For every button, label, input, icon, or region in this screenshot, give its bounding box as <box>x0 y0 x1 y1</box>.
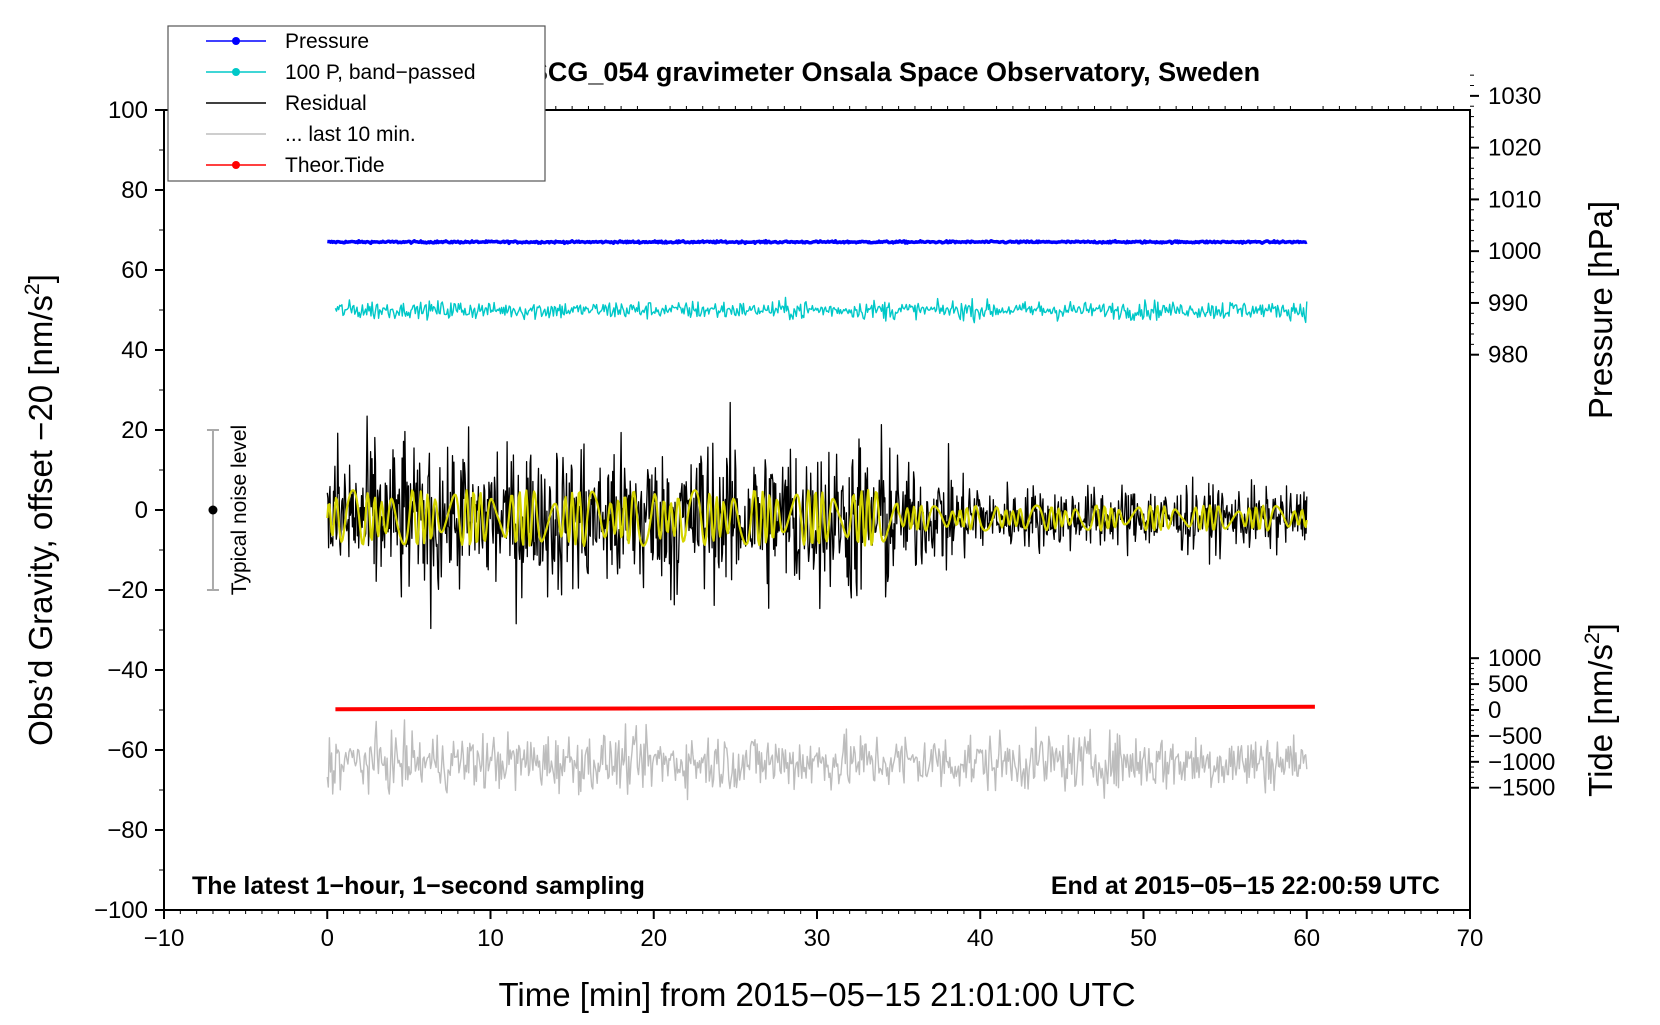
noise-level-indicator: Typical noise level <box>206 425 251 595</box>
y-axis-label-tide-text: Tide [nm/s <box>1582 644 1619 797</box>
tide-tick-label: 500 <box>1488 671 1528 698</box>
y-tick-label: −20 <box>107 577 148 604</box>
tide-tick-label: −1500 <box>1488 775 1555 802</box>
tide-tick-label: −1000 <box>1488 749 1555 776</box>
y-axis-label-tide: Tide [nm/s2] <box>1581 623 1619 797</box>
tide-tick-label: −500 <box>1488 723 1542 750</box>
x-tick-label: 20 <box>640 925 667 952</box>
x-tick-label: −10 <box>144 925 185 952</box>
pressure-tick-label: 1000 <box>1488 238 1541 265</box>
y-axis-label-gravity: Obs’d Gravity, offset −20 [nm/s2] <box>21 274 59 746</box>
legend-marker-theor-tide <box>232 161 240 169</box>
y-axis-label-pressure: Pressure [hPa] <box>1582 201 1619 419</box>
tick-layer: −10 0 10 20 30 40 50 60 70−100−80−60−40−20020406… <box>94 74 1555 952</box>
y-tick-label: −40 <box>107 657 148 684</box>
y-tick-label: 60 <box>121 257 148 284</box>
y-axis-label-gravity-text: Obs’d Gravity, offset −20 [nm/s <box>22 295 59 746</box>
y-axis-label-tide-sup: 2 <box>1581 632 1604 644</box>
legend-marker-pressure <box>232 37 240 45</box>
y-axis-label-gravity-sup: 2 <box>21 283 44 295</box>
pressure-tick-label: 1010 <box>1488 186 1541 213</box>
x-axis-label: Time [min] from 2015−05−15 21:01:00 UTC <box>498 976 1135 1013</box>
y-axis-label-tide-end: ] <box>1582 623 1619 632</box>
pressure-tick-label: 980 <box>1488 342 1528 369</box>
series-line-pressure <box>326 238 1308 246</box>
series-layer <box>326 238 1315 801</box>
tide-tick-label: 1000 <box>1488 645 1541 672</box>
y-tick-label: 40 <box>121 337 148 364</box>
legend-label-pressure: Pressure <box>285 30 369 53</box>
noise-bar-center-dot <box>208 505 218 515</box>
y-axis-label-gravity-end: ] <box>22 274 59 283</box>
y-tick-label: 100 <box>108 97 148 124</box>
series-line-100-p-band-passed <box>334 296 1308 324</box>
chart-title: SCG_054 gravimeter Onsala Space Observat… <box>530 57 1260 87</box>
noise-bar-label: Typical noise level <box>228 425 251 595</box>
x-tick-label: 30 <box>804 925 831 952</box>
x-tick-label: 50 <box>1130 925 1157 952</box>
y-tick-label: −80 <box>107 817 148 844</box>
x-tick-label: 10 <box>477 925 504 952</box>
series-line-theor-tide <box>335 704 1315 712</box>
series-line-last-10-min <box>326 719 1308 801</box>
annotation-latest-hour: The latest 1−hour, 1−second sampling <box>192 872 645 900</box>
legend-label-100-p-band-passed: 100 P, band−passed <box>285 61 476 84</box>
x-tick-label: 0 <box>321 925 334 952</box>
annotation-end-time: End at 2015−05−15 22:00:59 UTC <box>1051 872 1440 900</box>
pressure-tick-label: 1020 <box>1488 135 1541 162</box>
x-tick-label: 70 <box>1457 925 1484 952</box>
y-tick-label: 20 <box>121 417 148 444</box>
y-tick-label: −60 <box>107 737 148 764</box>
legend-label-theor-tide: Theor.Tide <box>285 154 385 177</box>
x-tick-label: 40 <box>967 925 994 952</box>
pressure-tick-label: 990 <box>1488 290 1528 317</box>
legend: Pressure 100 P, band−passed Residual ... la… <box>167 25 546 182</box>
series-line-smoothed-residual <box>326 488 1308 548</box>
legend-label-last-10-min: ... last 10 min. <box>285 123 416 146</box>
legend-marker-100-p-band-passed <box>232 68 240 76</box>
tide-tick-label: 0 <box>1488 697 1501 724</box>
x-tick-label: 60 <box>1293 925 1320 952</box>
y-tick-label: 80 <box>121 177 148 204</box>
pressure-tick-label: 1030 <box>1488 83 1541 110</box>
y-tick-label: 0 <box>135 497 148 524</box>
y-tick-label: −100 <box>94 897 148 924</box>
legend-label-residual: Residual <box>285 92 367 115</box>
